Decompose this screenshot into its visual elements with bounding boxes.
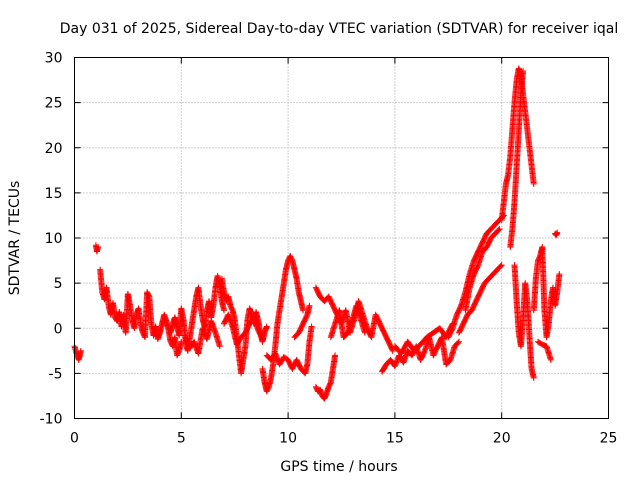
data-segment [218,275,270,377]
data-segment [379,334,462,375]
x-tick-label: 25 [600,431,618,447]
data-segment [530,244,563,341]
data-point [455,339,462,346]
data-points [71,65,563,402]
data-segment [327,302,368,341]
data-segment [97,266,131,336]
data-point [263,323,270,330]
data-point [530,180,537,187]
y-tick-label: 0 [54,321,63,337]
axis-ticks: 0 5 10 15 20 25 -10 -5 0 5 10 15 20 25 30 [40,51,618,447]
data-point [389,347,396,354]
x-axis-label: GPS time / hours [280,459,397,475]
y-tick-label: -10 [40,412,63,428]
x-tick-label: 0 [70,431,79,447]
data-point [497,262,504,269]
y-tick-label: 30 [45,51,63,67]
data-segment [92,242,101,255]
x-tick-label: 20 [493,431,511,447]
data-segment [462,225,503,314]
data-point [389,346,396,353]
data-point [308,323,315,330]
y-tick-label: 5 [54,276,63,292]
data-segment [71,343,84,363]
chart-title: Day 031 of 2025, Sidereal Day-to-day VTE… [60,21,618,37]
data-point [520,68,527,75]
data-point [94,244,101,251]
data-point [498,262,505,269]
data-point [306,302,313,309]
y-tick-label: 20 [45,141,63,157]
data-point [259,336,266,343]
data-point [216,343,223,350]
data-point [361,329,368,336]
data-segment [291,302,313,341]
data-segment [507,68,527,251]
data-point [556,271,563,278]
data-segment [312,352,339,402]
data-segment [124,289,185,359]
data-point [258,334,265,341]
data-segment [552,229,561,239]
data-point [77,347,84,354]
grid [74,57,609,419]
data-point [332,352,339,359]
data-segment [182,318,223,357]
y-tick-label: 15 [45,186,63,202]
data-segment [312,284,396,354]
data-point [554,229,561,236]
data-segment [221,311,266,348]
data-point [455,338,462,345]
data-point [530,374,537,381]
data-segment [535,338,554,363]
data-point [300,307,307,314]
data-point [547,356,554,363]
data-point [496,225,503,232]
data-segment [511,262,537,381]
data-segment [263,323,315,377]
data-point [495,226,502,233]
y-tick-label: 10 [45,231,63,247]
y-axis-label: SDTVAR / TECUs [7,181,23,296]
y-tick-label: -5 [49,366,63,382]
data-segment [455,262,505,336]
x-tick-label: 5 [177,431,186,447]
y-tick-label: 25 [45,96,63,112]
data-point [221,307,228,314]
x-tick-label: 15 [386,431,404,447]
x-tick-label: 10 [279,431,297,447]
data-segment [167,272,228,354]
